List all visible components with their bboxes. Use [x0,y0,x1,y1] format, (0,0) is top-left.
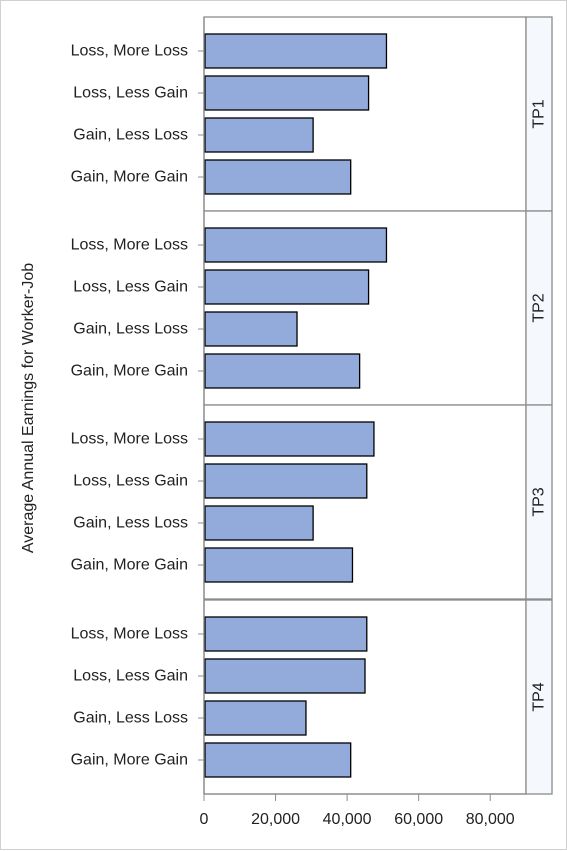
category-tick-label: Loss, Less Gain [73,85,188,102]
y-axis-title: Average Annual Earnings for Worker-Job [20,263,37,553]
panel-tp3-label: TP3 [531,487,548,516]
bar-tp1-1 [204,33,388,69]
panel-tp4-label: TP4 [531,682,548,711]
panel-tp2-strip [525,210,553,406]
category-tick-label: Gain, Less Loss [73,515,188,532]
bar-tp2-3 [204,311,298,347]
bar-tp4-3 [204,700,307,736]
category-tick-label: Loss, Less Gain [73,668,188,685]
category-tick-label: Gain, More Gain [71,363,188,380]
category-tick-label: Gain, More Gain [71,557,188,574]
panel-tp2-label: TP2 [531,293,548,322]
x-tick-label: 0 [200,811,209,828]
bar-tp3-3 [204,505,314,541]
bar-tp1-2 [204,75,370,111]
category-tick-label: Gain, Less Loss [73,321,188,338]
bar-tp1-4 [204,159,352,195]
category-tick-label: Loss, More Loss [71,431,188,448]
x-tick-label: 40,000 [323,811,372,828]
panel-tp1-strip [525,16,553,212]
panel-tp3-strip [525,404,553,600]
panel-tp4-strip [525,599,553,795]
bar-tp4-4 [204,742,352,778]
bar-tp3-2 [204,463,368,499]
category-tick-label: Gain, Less Loss [73,127,188,144]
bar-tp2-2 [204,269,370,305]
category-tick-label: Loss, More Loss [71,237,188,254]
x-tick-label: 80,000 [466,811,515,828]
category-tick-label: Loss, More Loss [71,43,188,60]
category-tick-label: Gain, More Gain [71,752,188,769]
x-tick-label: 20,000 [251,811,300,828]
bar-tp4-1 [204,616,368,652]
category-tick-label: Gain, Less Loss [73,710,188,727]
category-tick-label: Loss, Less Gain [73,473,188,490]
bar-tp4-2 [204,658,366,694]
bar-tp3-4 [204,547,354,583]
panel-tp1-label: TP1 [531,99,548,128]
bar-tp1-3 [204,117,314,153]
category-tick-label: Loss, More Loss [71,626,188,643]
bar-tp2-4 [204,353,361,389]
x-tick-label: 60,000 [394,811,443,828]
bar-tp2-1 [204,227,388,263]
bar-tp3-1 [204,421,375,457]
category-tick-label: Loss, Less Gain [73,279,188,296]
category-tick-label: Gain, More Gain [71,169,188,186]
